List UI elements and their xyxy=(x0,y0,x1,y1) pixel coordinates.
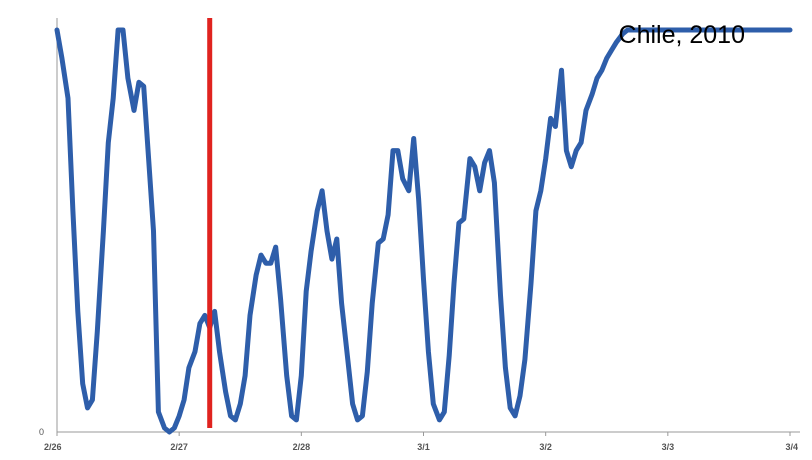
chart-annotation: Chile, 2010 xyxy=(619,21,745,49)
x-tick-label: 2/27 xyxy=(170,442,188,452)
series-layer xyxy=(54,27,793,435)
labels-layer: 2/26 2/27 2/28 3/1 3/2 3/3 3/4 0 xyxy=(39,427,798,452)
x-tick-label: 2/26 xyxy=(44,442,62,452)
x-tick-label: 3/1 xyxy=(417,442,430,452)
x-tick-label: 3/3 xyxy=(662,442,675,452)
x-tick-label: 3/2 xyxy=(539,442,552,452)
x-tick-label: 2/28 xyxy=(293,442,311,452)
axes xyxy=(56,18,800,436)
y-tick-label: 0 xyxy=(39,427,44,437)
x-tick-label: 3/4 xyxy=(785,442,798,452)
series-line xyxy=(54,27,793,435)
